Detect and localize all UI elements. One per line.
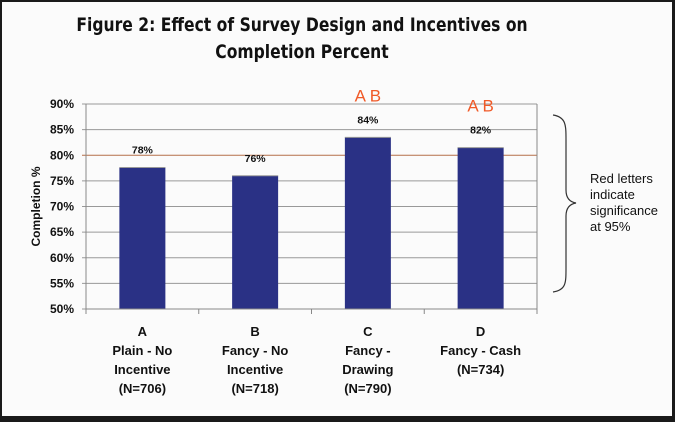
chart-title-line-2: Completion Percent — [215, 41, 389, 63]
category-label: (N=706) — [119, 381, 166, 396]
y-tick-label: 65% — [50, 225, 74, 239]
category-label: Fancy - Cash — [440, 343, 521, 358]
category-letter: A — [138, 324, 148, 339]
brace-icon — [552, 114, 577, 293]
y-tick-label: 70% — [50, 200, 74, 214]
bar — [119, 167, 166, 309]
data-label: 84% — [357, 114, 379, 126]
y-tick-label: 80% — [50, 148, 74, 162]
data-label: 82% — [470, 125, 492, 137]
category-label: Fancy - — [345, 343, 391, 358]
bar — [232, 175, 279, 309]
chart-frame: Figure 2: Effect of Survey Design and In… — [2, 2, 672, 416]
category-letter: C — [363, 324, 373, 339]
y-tick-label: 85% — [50, 123, 74, 137]
y-tick-label: 50% — [50, 302, 74, 316]
significance-label: A B — [467, 97, 493, 116]
category-label: Plain - No — [112, 343, 172, 358]
category-label: (N=718) — [231, 381, 278, 396]
annotation-text: at 95% — [590, 219, 631, 234]
annotation-text: indicate — [590, 187, 635, 202]
category-label: Drawing — [342, 362, 393, 377]
category-label: (N=734) — [457, 362, 504, 377]
data-label: 78% — [132, 145, 154, 157]
data-label: 76% — [245, 153, 267, 165]
y-tick-label: 60% — [50, 251, 74, 265]
y-tick-label: 75% — [50, 174, 74, 188]
significance-label: A B — [355, 86, 381, 105]
annotation-text: Red letters — [590, 171, 653, 186]
bar — [344, 137, 391, 309]
category-label: (N=790) — [344, 381, 391, 396]
category-letter: B — [250, 324, 259, 339]
category-label: Fancy - No — [222, 343, 289, 358]
category-letter: D — [476, 324, 485, 339]
chart-title: Figure 2: Effect of Survey Design and In… — [56, 12, 548, 66]
category-label: Incentive — [114, 362, 170, 377]
y-tick-label: 55% — [50, 276, 74, 290]
category-label: Incentive — [227, 362, 283, 377]
y-tick-label: 90% — [50, 97, 74, 111]
bar — [457, 147, 504, 309]
chart-title-line-1: Figure 2: Effect of Survey Design and In… — [76, 14, 528, 36]
annotation-text: significance — [590, 203, 658, 218]
y-axis-label: Completion % — [29, 166, 43, 246]
